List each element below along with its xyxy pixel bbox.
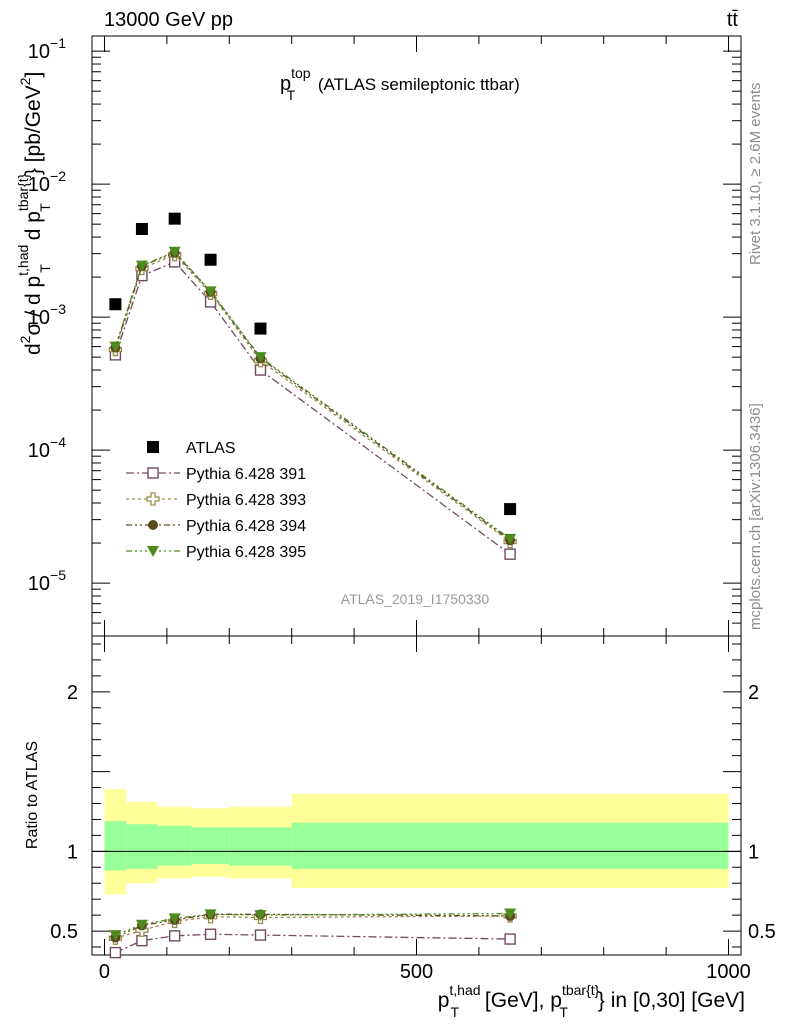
- legend-marker: [146, 492, 160, 506]
- legend-label: Pythia 6.428 395: [186, 544, 306, 561]
- series-point-ratio: [109, 946, 122, 959]
- legend-label: Pythia 6.428 394: [186, 518, 306, 535]
- ratio-y-tick-label-right: 1: [748, 841, 759, 863]
- ratio-y-tick-label-right: 2: [748, 682, 759, 704]
- series-point-main: [504, 548, 516, 560]
- series-line-main: [114, 261, 511, 555]
- series-line-ratio: [115, 915, 511, 939]
- series-point-ratio: [504, 908, 517, 920]
- legend-marker-data: [147, 441, 159, 453]
- inner-band-bin: [291, 822, 729, 869]
- series-line-main: [114, 253, 511, 543]
- ratio-y-tick-label-left: 0.5: [50, 921, 78, 943]
- x-tick-label: 0: [99, 961, 110, 983]
- ratio-y-tick-label-right: 0.5: [748, 921, 776, 943]
- data-point: [135, 222, 148, 235]
- series-point-main: [504, 533, 517, 545]
- series-point-main: [204, 286, 217, 298]
- inner-band-bin: [126, 824, 158, 869]
- energy-label: 13000 GeV pp: [104, 9, 233, 31]
- process-label: tt̄: [727, 9, 739, 31]
- y-tick-label: 10−4: [28, 434, 66, 462]
- series-point-ratio: [168, 930, 181, 942]
- series-point-ratio: [135, 919, 148, 931]
- y-tick-label: 10−5: [28, 567, 66, 595]
- legend-label: Pythia 6.428 391: [186, 466, 306, 483]
- series-point-main: [254, 352, 267, 364]
- series-point-ratio: [204, 928, 217, 940]
- series-point-ratio: [168, 913, 181, 925]
- data-point: [109, 298, 122, 311]
- series-point-ratio: [204, 909, 217, 921]
- legend-label: Pythia 6.428 393: [186, 492, 306, 509]
- ratio-panel: 0.5 0.5 1 1 2 2: [50, 36, 776, 959]
- x-axis-label: pt,had T [GeV], ptbar{t} T} in [0,30] [GeV…: [438, 982, 745, 1020]
- inner-band-bin: [104, 821, 127, 871]
- legend-marker: [147, 467, 159, 479]
- series-point-ratio: [254, 929, 267, 941]
- ratio-y-tick-label-left: 2: [67, 682, 78, 704]
- inner-band-bin: [191, 827, 230, 865]
- ratio-y-tick-label-left: 1: [67, 841, 78, 863]
- y-tick-label: 10−3: [28, 301, 66, 329]
- y-tick-label: 10−1: [28, 35, 66, 63]
- main-panel: 10−5 10−4 10−3 10−2 10−1: [28, 35, 742, 637]
- ratio-axis-label: Ratio to ATLAS: [24, 741, 41, 849]
- title-sup: top: [291, 65, 311, 81]
- data-point: [204, 253, 217, 266]
- title-sub: T: [287, 87, 296, 103]
- legend-label-data: ATLAS: [186, 440, 236, 457]
- series-point-ratio: [136, 934, 148, 947]
- y-tick-label: 10−2: [28, 168, 66, 196]
- mcplots-label: mcplots.cern.ch [arXiv:1306.3436]: [747, 403, 764, 630]
- series-line-ratio: [115, 933, 511, 954]
- series-point-main: [168, 246, 181, 258]
- data-point: [254, 322, 267, 335]
- series-point-main: [135, 260, 148, 272]
- y-axis-label: d2σ / d pt,had T d ptbar{t} T} [pb/GeV2]: [15, 72, 53, 355]
- series-point-main: [109, 341, 122, 353]
- series-point-ratio: [254, 910, 267, 922]
- series-point-ratio: [109, 930, 122, 942]
- data-point: [168, 212, 181, 225]
- inner-band-bin: [229, 827, 292, 866]
- analysis-id: ATLAS_2019_I1750330: [341, 591, 490, 607]
- title-p: p: [280, 73, 291, 95]
- series-line-main: [114, 250, 511, 540]
- rivet-label: Rivet 3.1.10, ≥ 2.6M events: [747, 83, 764, 266]
- title-rest: (ATLAS semileptonic ttbar): [313, 75, 520, 94]
- x-tick-label: 500: [400, 961, 433, 983]
- series-line-main: [114, 251, 511, 541]
- data-point: [504, 503, 517, 516]
- legend: ATLAS Pythia 6.428 391 Pythia 6.428 393 Pyt…: [126, 440, 306, 561]
- x-tick-label: 1000: [706, 961, 751, 983]
- inner-band-bin: [157, 825, 192, 866]
- series-point-ratio: [504, 933, 516, 945]
- plot-title: ptop T (ATLAS semileptonic ttbar): [280, 65, 520, 103]
- legend-marker: [147, 546, 159, 557]
- legend-marker: [148, 520, 158, 530]
